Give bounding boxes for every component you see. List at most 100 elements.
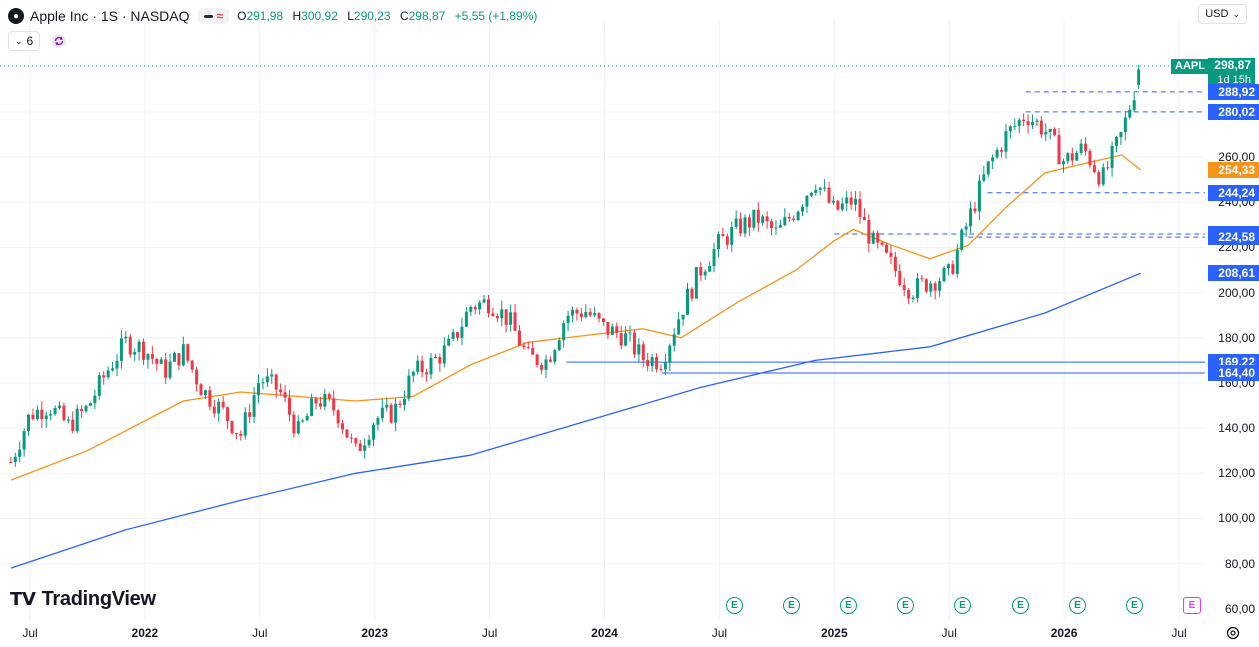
candle-body (389, 404, 393, 423)
candle-body (168, 361, 172, 378)
candle-body (500, 309, 504, 319)
candle-body (783, 217, 787, 226)
last-price-tag: 298,87 1d 15h (1208, 58, 1255, 88)
candlestick-series (9, 64, 1141, 467)
candle-body (1079, 143, 1083, 154)
candle-body (66, 419, 70, 421)
candle-body (858, 199, 862, 218)
candle-body (473, 306, 477, 310)
candle-body (982, 174, 986, 181)
time-axis-label: Jul (1171, 626, 1187, 640)
candle-body (1137, 69, 1141, 85)
price-axis-label: 120,00 (1218, 466, 1255, 481)
earnings-icon[interactable]: E (1069, 597, 1086, 614)
candle-body (1070, 153, 1074, 161)
candle-body (535, 354, 539, 365)
earnings-icon[interactable]: E (840, 597, 857, 614)
candle-body (1115, 137, 1119, 146)
candle-body (712, 249, 716, 266)
apple-logo-icon: ● (8, 8, 24, 24)
candle-body (610, 326, 614, 335)
candle-body (946, 264, 950, 268)
candle-body (261, 382, 265, 384)
candle-body (469, 306, 473, 312)
earnings-icon[interactable]: E (954, 597, 971, 614)
price-axis-label: 80,00 (1224, 556, 1255, 571)
candle-body (301, 420, 305, 422)
candle-body (226, 407, 230, 422)
time-axis-label: 2023 (361, 626, 389, 640)
candle-body (1022, 119, 1026, 122)
ma50-line (10, 154, 1142, 481)
candle-body (257, 383, 261, 396)
indicators-count: 6 (26, 34, 34, 48)
candle-body (88, 403, 92, 406)
candle-body (195, 369, 199, 385)
candle-body (336, 410, 340, 424)
candle-body (491, 313, 495, 317)
chart-style-toggle[interactable]: ≈ (197, 8, 230, 24)
candle-body (690, 288, 694, 299)
symbol-title[interactable]: Apple Inc · 1S · NASDAQ (30, 8, 190, 24)
candle-body (531, 348, 535, 355)
candle-body (1128, 109, 1132, 118)
candle-body (986, 161, 990, 175)
candle-body (933, 283, 937, 291)
candle-body (186, 344, 190, 361)
candle-body (743, 217, 747, 234)
candle-body (593, 313, 597, 316)
earnings-icon[interactable]: E (1126, 597, 1143, 614)
candle-body (416, 360, 420, 372)
candle-body (495, 316, 499, 319)
candle-body (1066, 153, 1070, 162)
candle-body (146, 354, 150, 360)
currency-selector[interactable]: USD ⌄ (1198, 4, 1247, 24)
earnings-icon[interactable]: E (1183, 597, 1201, 614)
candle-body (203, 390, 207, 396)
candle-body (734, 218, 738, 227)
time-axis-label: 2024 (591, 626, 618, 640)
candle-body (159, 359, 163, 364)
earnings-icon[interactable]: E (783, 597, 800, 614)
tradingview-mark-icon: 𝗧𝗩 (10, 589, 36, 609)
candle-body (615, 326, 619, 334)
candle-body (787, 217, 791, 219)
candle-body (1119, 132, 1123, 138)
candle-body (1017, 119, 1021, 126)
candle-body (915, 278, 919, 298)
candle-body (1092, 165, 1096, 172)
candle-body (747, 217, 751, 228)
earnings-icon[interactable]: E (1012, 597, 1029, 614)
time-axis-label: 2025 (820, 626, 848, 640)
candle-body (938, 281, 942, 291)
candle-body (761, 216, 765, 223)
candle-body (601, 318, 605, 323)
candle-body (358, 443, 362, 451)
tradingview-logo[interactable]: 𝗧𝗩 TradingView (10, 588, 156, 611)
candle-body (628, 332, 632, 334)
candle-body (730, 226, 734, 245)
candle-body (429, 357, 433, 375)
candle-body (1008, 126, 1012, 132)
candle-body (566, 315, 570, 324)
candle-body (142, 341, 146, 360)
candle-body (248, 412, 252, 417)
candle-body (1013, 125, 1017, 127)
candle-body (221, 401, 225, 408)
candle-body (332, 398, 336, 411)
gear-icon[interactable] (1225, 625, 1241, 641)
candle-body (663, 362, 667, 370)
refresh-icon[interactable] (50, 32, 68, 50)
candle-body (13, 456, 17, 463)
earnings-icon[interactable]: E (726, 597, 743, 614)
candle-body (699, 267, 703, 276)
candle-body (756, 209, 760, 223)
indicators-toggle[interactable]: ⌄ 6 (8, 31, 41, 51)
candle-body (920, 278, 924, 280)
candle-body (1088, 150, 1092, 166)
candle-body (739, 218, 743, 234)
earnings-icon[interactable]: E (897, 597, 914, 614)
candle-body (854, 199, 858, 205)
candle-body (765, 216, 769, 222)
